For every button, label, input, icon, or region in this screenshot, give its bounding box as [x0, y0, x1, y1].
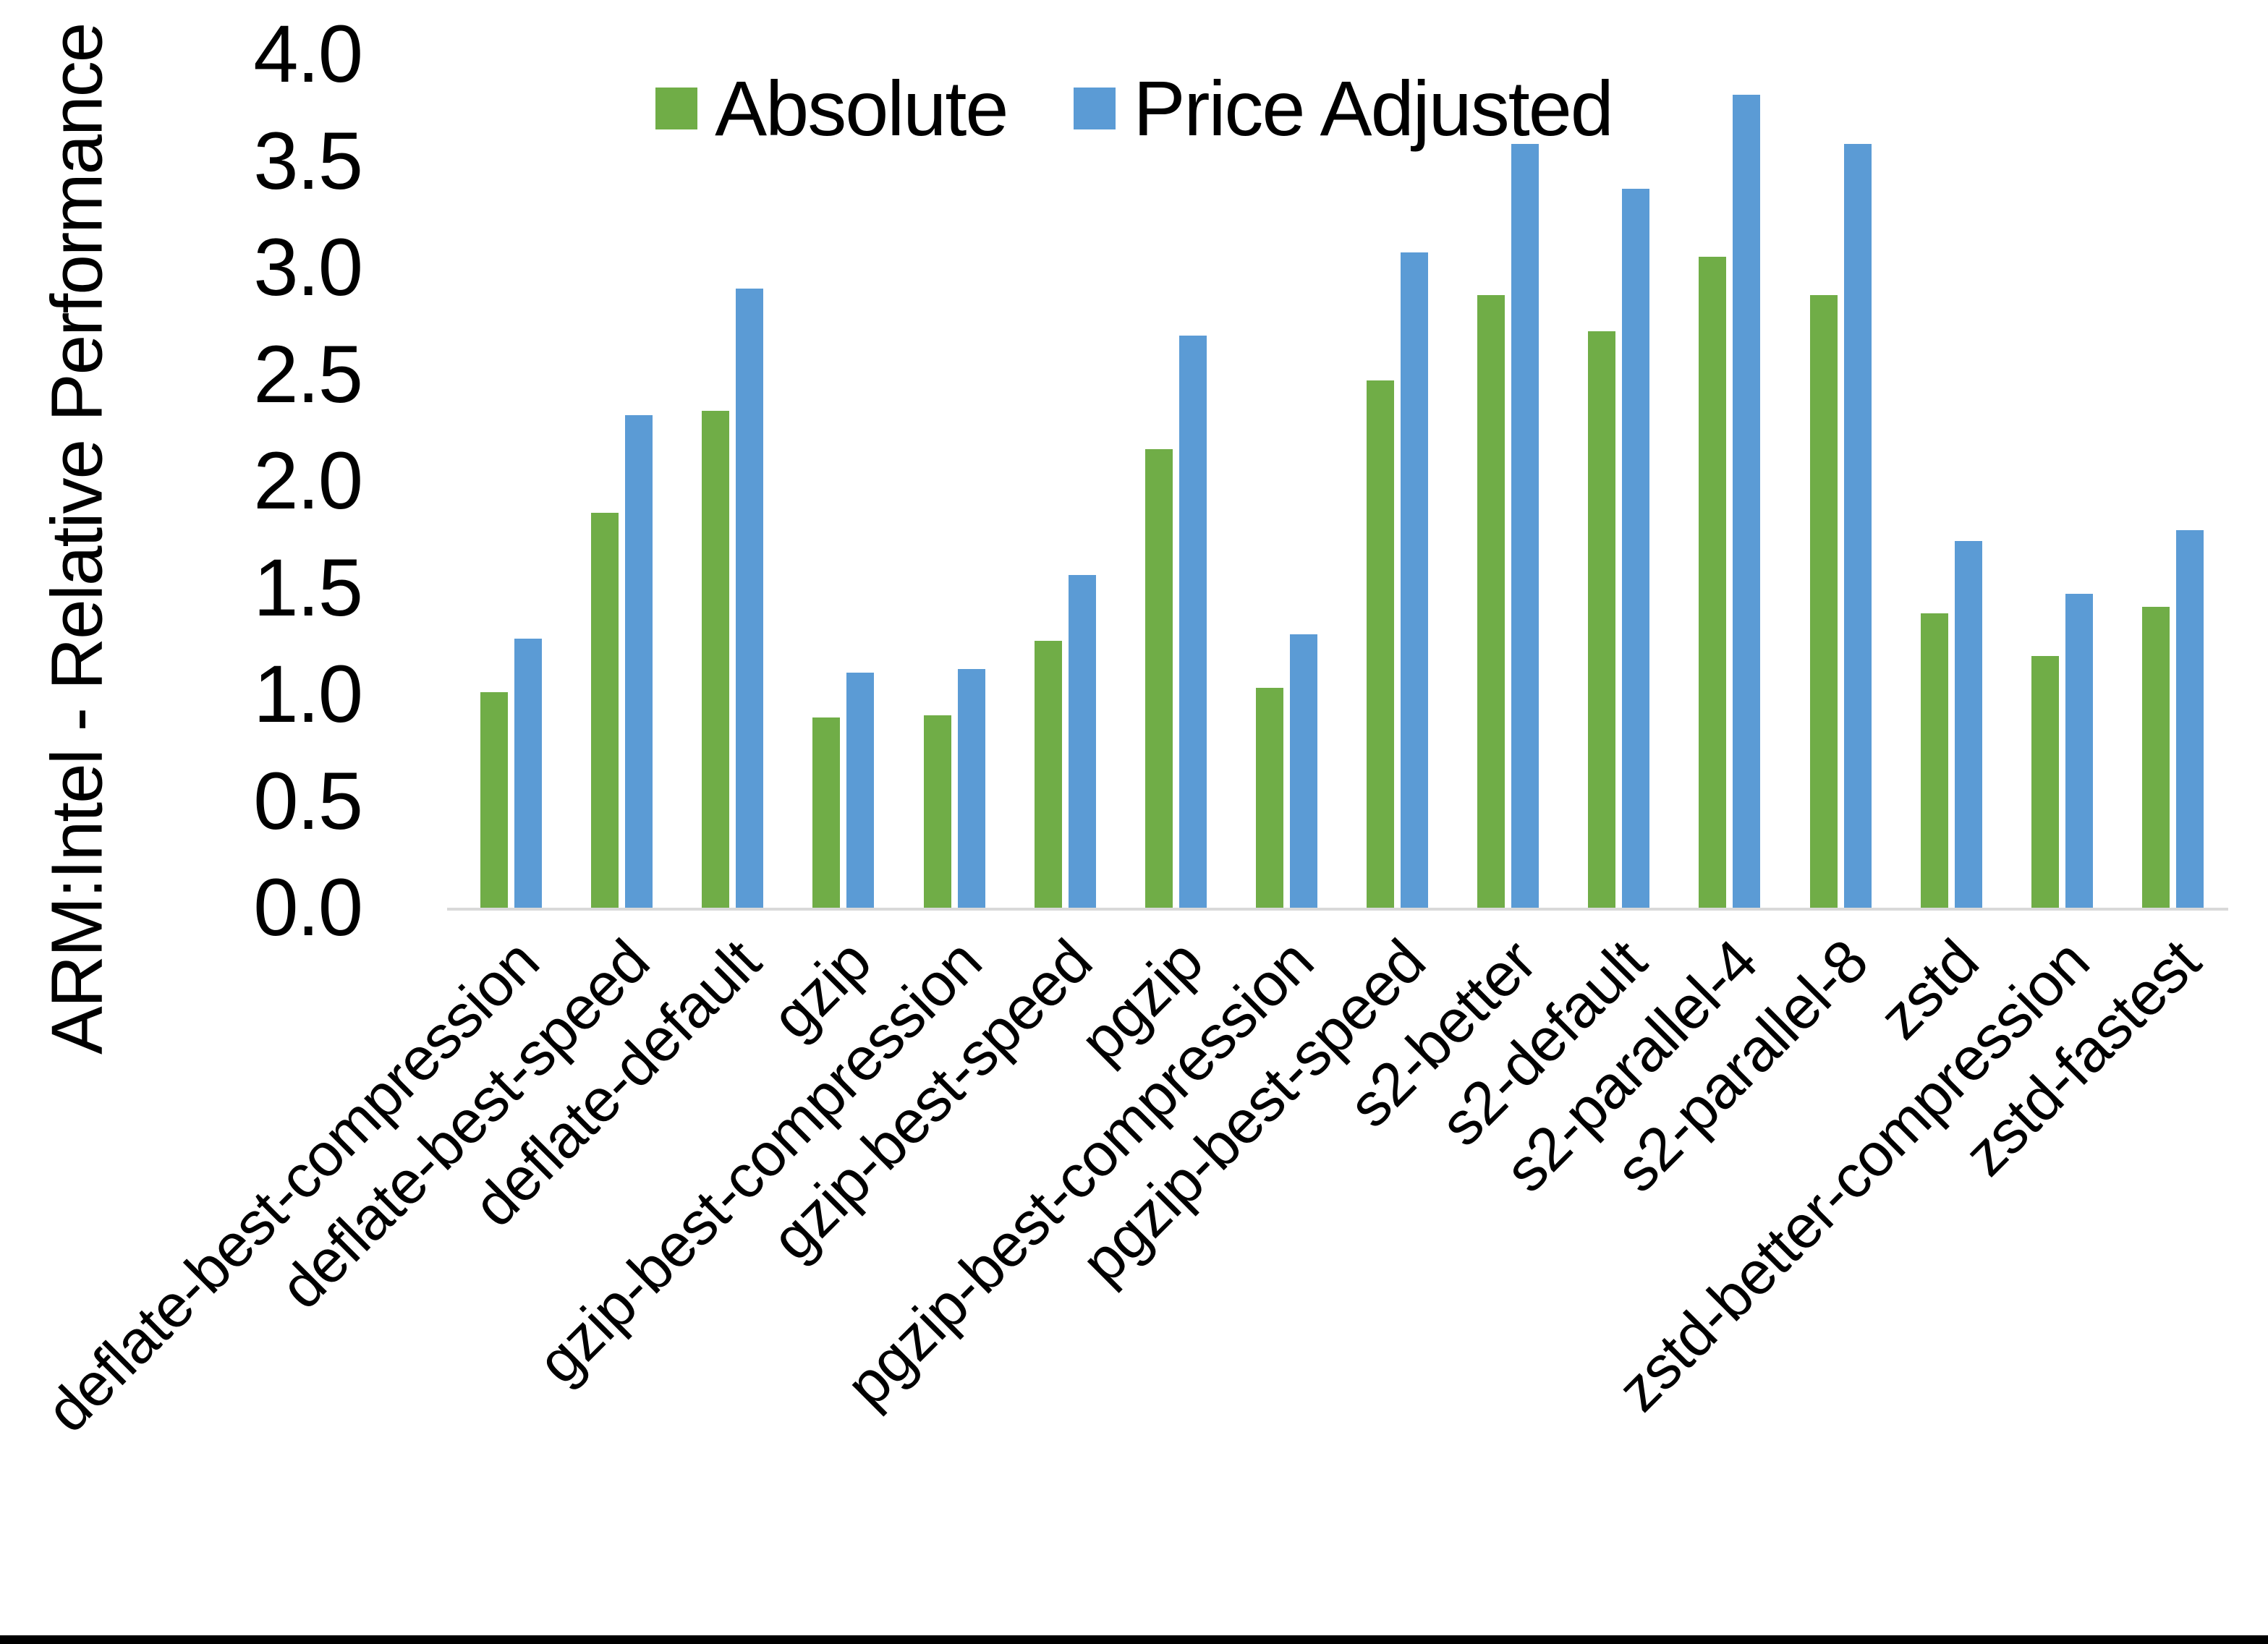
bar-price-adjusted-s2-parallel-8 [1844, 144, 1872, 908]
bottom-border [0, 1635, 2268, 1644]
bar-price-adjusted-deflate-default [736, 289, 763, 908]
y-tick-label: 3.0 [253, 222, 363, 312]
bar-price-adjusted-pgzip-best-compression [1290, 634, 1317, 908]
legend-swatch-absolute [655, 88, 698, 129]
legend-item-price-adjusted: Price Adjusted [1074, 64, 1614, 152]
y-tick-label: 3.5 [253, 115, 363, 206]
bar-price-adjusted-gzip [846, 673, 874, 908]
legend-label-price-adjusted: Price Adjusted [1133, 64, 1613, 152]
bar-price-adjusted-gzip-best-compression [958, 669, 985, 908]
bar-absolute-deflate-best-speed [591, 513, 619, 908]
y-tick-label: 2.0 [253, 435, 363, 526]
y-tick-label: 1.0 [253, 649, 363, 739]
plot-area [456, 54, 2228, 908]
bar-absolute-deflate-default [702, 411, 729, 908]
bar-absolute-deflate-best-compression [480, 692, 508, 908]
legend-label-absolute: Absolute [715, 64, 1008, 152]
bar-absolute-s2-parallel-4 [1699, 257, 1726, 908]
bar-absolute-zstd-fastest [2142, 607, 2170, 908]
bar-price-adjusted-pgzip-best-speed [1401, 252, 1428, 908]
bar-absolute-gzip-best-speed [1035, 641, 1062, 908]
bar-price-adjusted-deflate-best-compression [514, 639, 542, 908]
bar-price-adjusted-zstd [1955, 541, 1982, 908]
bar-price-adjusted-s2-default [1622, 189, 1649, 908]
bar-absolute-pgzip-best-compression [1256, 688, 1283, 908]
bar-price-adjusted-pgzip [1179, 336, 1207, 908]
legend: Absolute Price Adjusted [0, 69, 2268, 148]
legend-item-absolute: Absolute [655, 64, 1008, 152]
bar-absolute-zstd [1921, 613, 1948, 908]
y-axis-title: ARM:Intel - Relative Performance [36, 23, 118, 1055]
bar-price-adjusted-gzip-best-speed [1069, 575, 1096, 908]
y-tick-label: 4.0 [253, 9, 363, 99]
legend-swatch-price-adjusted [1074, 88, 1116, 129]
bar-absolute-s2-parallel-8 [1810, 295, 1838, 908]
bar-absolute-zstd-better-compression [2031, 656, 2059, 908]
bar-price-adjusted-zstd-fastest [2176, 530, 2204, 908]
bar-absolute-pgzip-best-speed [1367, 380, 1394, 908]
bar-absolute-gzip [812, 717, 840, 908]
bar-price-adjusted-zstd-better-compression [2065, 594, 2093, 908]
y-tick-label: 0.0 [253, 862, 363, 953]
bar-price-adjusted-s2-parallel-4 [1733, 95, 1760, 908]
bar-absolute-s2-default [1588, 331, 1615, 908]
x-axis-line [447, 908, 2228, 911]
bar-price-adjusted-s2-better [1511, 144, 1539, 908]
bar-price-adjusted-deflate-best-speed [625, 415, 653, 908]
y-tick-label: 0.5 [253, 755, 363, 846]
y-tick-label: 1.5 [253, 542, 363, 633]
bar-absolute-gzip-best-compression [924, 715, 951, 908]
bar-absolute-pgzip [1145, 449, 1173, 908]
bar-absolute-s2-better [1477, 295, 1505, 908]
y-tick-label: 2.5 [253, 328, 363, 419]
